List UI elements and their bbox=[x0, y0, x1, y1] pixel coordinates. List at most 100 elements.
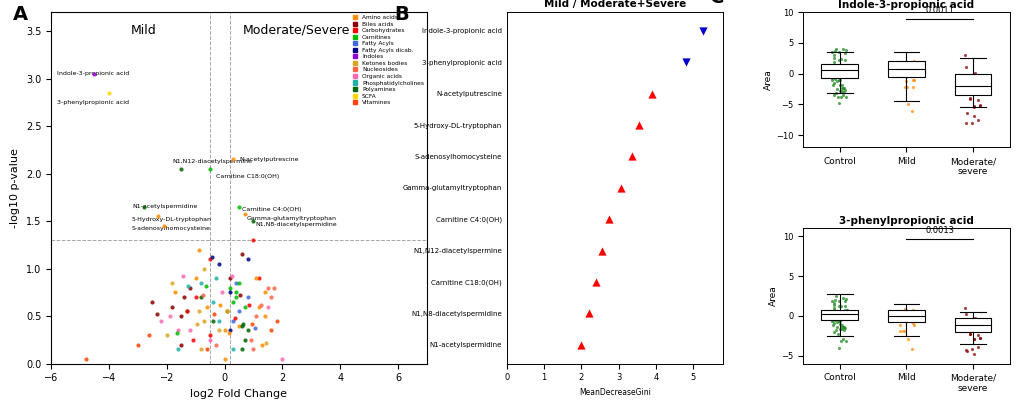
Point bbox=[904, 313, 920, 319]
Point bbox=[964, 318, 980, 325]
Point bbox=[896, 84, 912, 90]
Point bbox=[208, 275, 224, 281]
Point bbox=[836, 71, 852, 78]
Point bbox=[971, 335, 987, 342]
Point bbox=[835, 46, 851, 52]
Title: 3-phenylpropionic acid: 3-phenylpropionic acid bbox=[839, 216, 973, 226]
Point bbox=[967, 80, 983, 87]
Y-axis label: -log10 p-value: -log10 p-value bbox=[10, 148, 20, 228]
Point bbox=[191, 308, 207, 315]
Point bbox=[836, 87, 852, 93]
Text: N-acetylputrescine: N-acetylputrescine bbox=[238, 157, 299, 162]
Point bbox=[823, 297, 840, 304]
Point bbox=[823, 75, 840, 82]
Point bbox=[825, 55, 842, 61]
Point bbox=[248, 275, 264, 281]
Point bbox=[202, 256, 218, 262]
Title: Mild / Moderate+Severe: Mild / Moderate+Severe bbox=[543, 0, 686, 8]
Point bbox=[193, 294, 209, 300]
Point bbox=[836, 68, 852, 75]
Point bbox=[892, 307, 908, 314]
Point bbox=[903, 108, 919, 114]
Point bbox=[244, 320, 260, 327]
Point bbox=[896, 67, 912, 74]
Point bbox=[969, 326, 985, 333]
Point bbox=[825, 302, 842, 308]
Point bbox=[187, 275, 204, 281]
Point bbox=[836, 326, 852, 333]
Point bbox=[153, 318, 169, 324]
Point bbox=[836, 313, 852, 320]
Point bbox=[836, 88, 852, 95]
Point bbox=[839, 64, 855, 70]
Text: Mild: Mild bbox=[130, 23, 156, 36]
Text: Carnitine C18:0(OH): Carnitine C18:0(OH) bbox=[216, 174, 279, 179]
Point bbox=[225, 318, 242, 324]
Point bbox=[823, 314, 840, 320]
Point bbox=[829, 297, 846, 304]
Point bbox=[836, 312, 852, 319]
Point bbox=[832, 82, 848, 88]
Point bbox=[219, 308, 235, 315]
Point bbox=[956, 305, 972, 311]
Point bbox=[827, 63, 844, 69]
Point bbox=[199, 303, 215, 310]
Point bbox=[961, 72, 977, 79]
Point bbox=[898, 59, 914, 65]
Point bbox=[222, 275, 238, 281]
Point bbox=[833, 73, 849, 79]
Point bbox=[823, 315, 840, 321]
Bar bbox=[954, 74, 990, 95]
Point bbox=[196, 265, 212, 272]
Point bbox=[828, 324, 845, 330]
Point bbox=[834, 322, 850, 328]
Text: A: A bbox=[13, 5, 29, 24]
Point bbox=[830, 314, 847, 320]
Point bbox=[896, 316, 912, 323]
Point bbox=[196, 318, 212, 324]
Point bbox=[623, 153, 639, 160]
Point bbox=[247, 324, 263, 331]
Y-axis label: Area: Area bbox=[768, 286, 777, 306]
Point bbox=[961, 330, 977, 337]
Point bbox=[835, 309, 851, 316]
Point bbox=[193, 280, 209, 286]
Point bbox=[838, 307, 854, 313]
Point bbox=[836, 303, 852, 309]
Point bbox=[898, 309, 914, 316]
Point bbox=[823, 65, 840, 72]
Legend: Amino acids, Biles acids, Carbohydrates, Carnitines, Fatty Acyls, Fatty Acyls di: Amino acids, Biles acids, Carbohydrates,… bbox=[351, 13, 426, 107]
Point bbox=[274, 356, 290, 362]
Point bbox=[823, 314, 840, 321]
Point bbox=[899, 336, 915, 343]
Bar bbox=[954, 318, 990, 332]
Point bbox=[141, 332, 157, 338]
Point bbox=[829, 94, 846, 101]
Point bbox=[184, 337, 201, 343]
Point bbox=[170, 327, 186, 334]
Point bbox=[161, 313, 177, 319]
Point bbox=[233, 251, 250, 258]
Point bbox=[148, 311, 164, 318]
Point bbox=[897, 307, 913, 313]
Point bbox=[969, 97, 985, 103]
Point bbox=[101, 90, 117, 96]
Point bbox=[677, 59, 693, 65]
Point bbox=[611, 185, 628, 191]
Point bbox=[600, 216, 616, 223]
Text: S-adenosylhomocysteine: S-adenosylhomocysteine bbox=[131, 226, 211, 231]
Point bbox=[263, 294, 279, 300]
Point bbox=[961, 95, 977, 102]
Point bbox=[837, 313, 853, 319]
Point bbox=[828, 85, 845, 92]
Point bbox=[827, 293, 844, 299]
Point bbox=[965, 336, 981, 342]
Point bbox=[961, 318, 977, 324]
Point bbox=[168, 330, 184, 337]
Point bbox=[210, 261, 226, 267]
Point bbox=[181, 327, 198, 334]
Point bbox=[830, 56, 847, 63]
Point bbox=[254, 341, 270, 348]
Point bbox=[837, 94, 853, 101]
Point bbox=[834, 323, 850, 330]
